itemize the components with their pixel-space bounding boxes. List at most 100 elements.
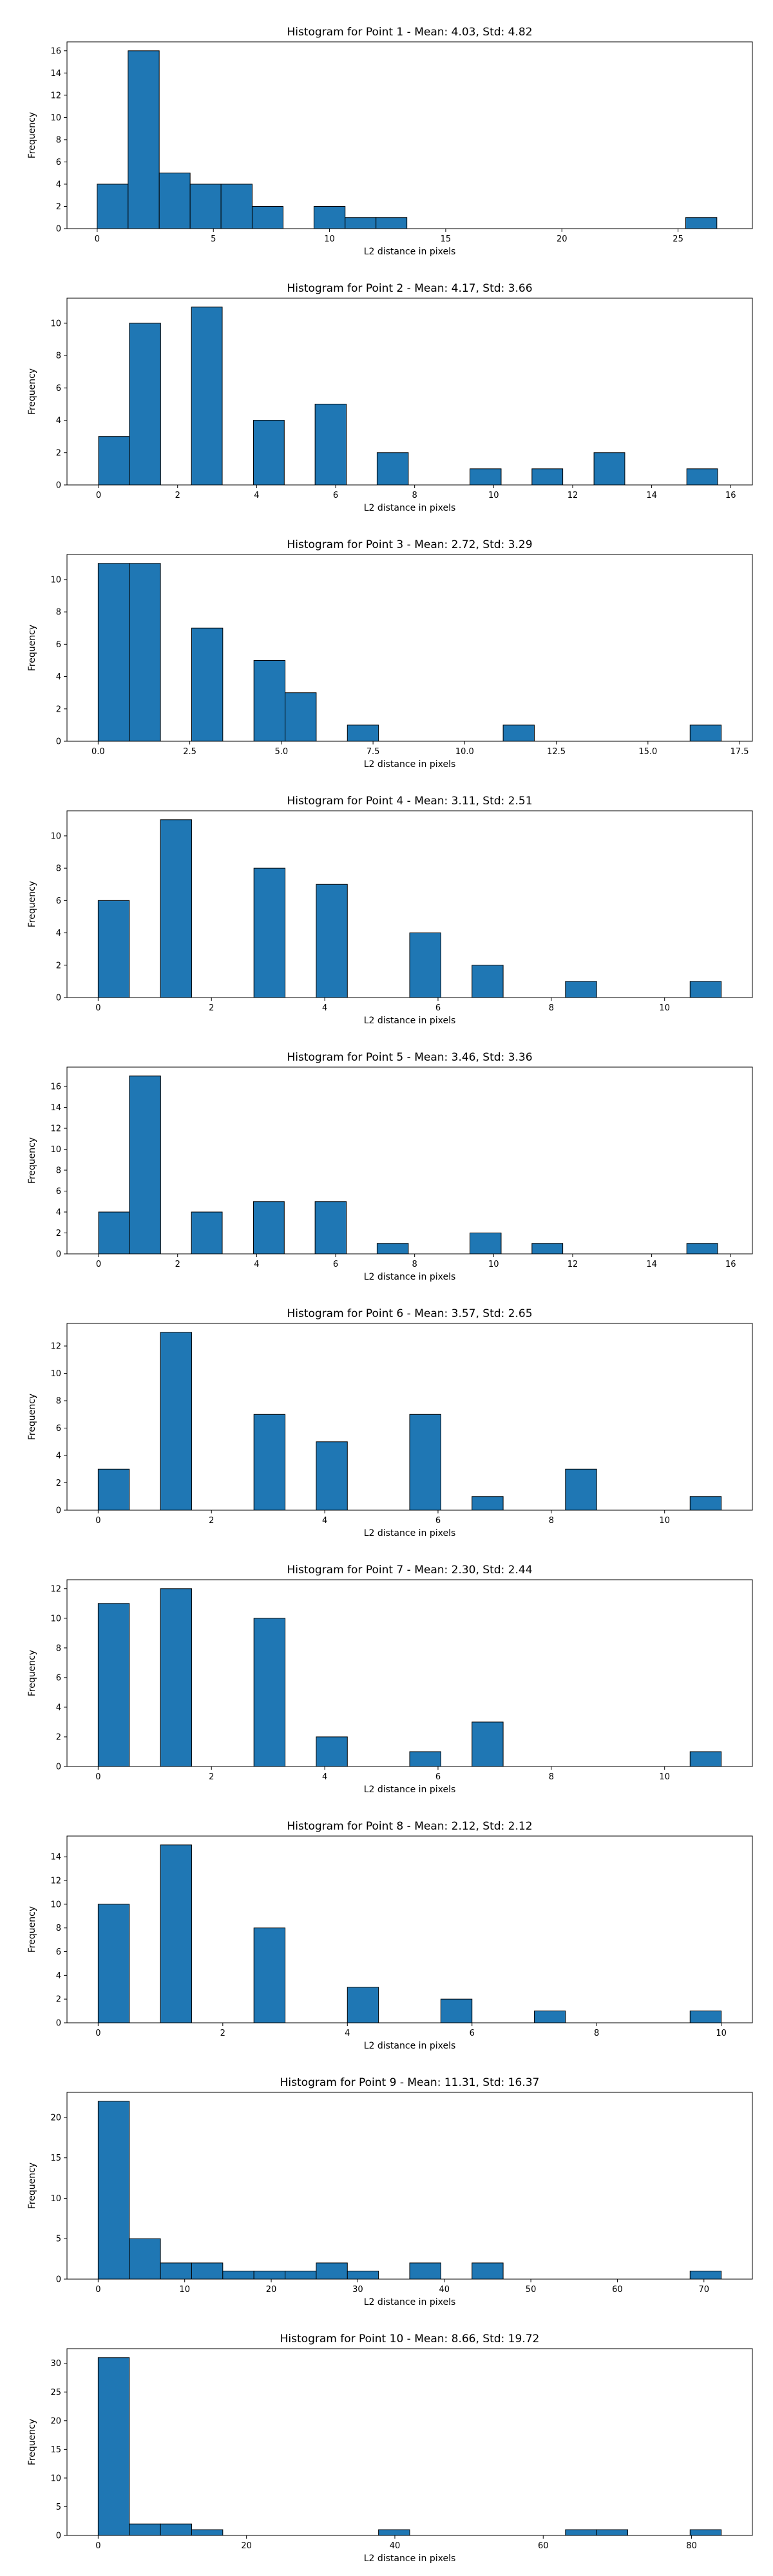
y-tick-label: 10 (50, 113, 61, 123)
y-tick-label: 0 (56, 2019, 61, 2029)
x-tick-label: 6 (435, 1772, 441, 1782)
y-tick-label: 2 (56, 1229, 61, 1238)
y-tick-label: 6 (56, 1673, 61, 1683)
x-tick-label: 10.0 (455, 747, 474, 757)
y-tick-label: 4 (56, 1971, 61, 1981)
x-tick-label: 2 (175, 1260, 180, 1269)
x-tick-label: 80 (686, 2541, 697, 2551)
x-tick-label: 6 (435, 1003, 441, 1013)
x-axis-label: L2 distance in pixels (364, 1785, 456, 1795)
x-tick-label: 16 (725, 491, 736, 500)
histogram-bar (97, 563, 130, 742)
x-tick-label: 10 (659, 1516, 670, 1526)
histogram-bar (378, 2529, 410, 2536)
x-tick-label: 10 (179, 2285, 190, 2295)
y-tick-label: 20 (50, 2113, 61, 2123)
histogram-bar (689, 981, 722, 998)
x-tick-label: 2 (175, 491, 180, 500)
chart-title: Histogram for Point 5 - Mean: 3.46, Std:… (287, 1051, 532, 1064)
x-tick-label: 6 (333, 1260, 338, 1269)
x-tick-label: 20 (241, 2541, 252, 2551)
x-tick-label: 10 (488, 491, 499, 500)
histogram-bar (347, 1987, 379, 2023)
histogram-bar (316, 1441, 348, 1511)
histogram-bar (160, 2523, 192, 2536)
y-axis-label: Frequency (27, 112, 37, 158)
x-tick-label: 10 (659, 1772, 670, 1782)
y-tick-label: 10 (50, 1369, 61, 1379)
histogram-bar (129, 323, 161, 486)
x-tick-label: 4 (322, 1772, 327, 1782)
histogram-bar (347, 2270, 379, 2280)
y-tick-label: 8 (56, 1643, 61, 1653)
x-axis-label: L2 distance in pixels (364, 2041, 456, 2051)
x-tick-label: 0 (95, 1772, 100, 1782)
y-tick-label: 10 (50, 831, 61, 841)
plot-frame (66, 298, 753, 486)
y-tick-label: 15 (50, 2445, 61, 2455)
histogram-bar (129, 563, 161, 742)
histogram-bar (470, 1233, 502, 1255)
histogram-bar (345, 217, 377, 229)
histogram-bar (472, 1721, 504, 1767)
y-tick-label: 8 (56, 1924, 61, 1933)
x-tick-label: 70 (698, 2285, 709, 2295)
x-tick-label: 16 (725, 1260, 736, 1269)
chart-title: Histogram for Point 3 - Mean: 2.72, Std:… (287, 538, 532, 551)
chart-title: Histogram for Point 10 - Mean: 8.66, Std… (280, 2333, 540, 2345)
y-tick-label: 4 (56, 1703, 61, 1712)
histogram-bar (253, 1927, 286, 2023)
plot-frame (66, 2348, 753, 2536)
x-tick-label: 7.5 (367, 747, 380, 757)
chart-title: Histogram for Point 8 - Mean: 2.12, Std:… (287, 1820, 532, 1833)
histogram-bar (129, 2238, 161, 2280)
y-tick-label: 2 (56, 202, 61, 212)
histogram-bar (314, 403, 347, 486)
y-tick-label: 0 (56, 994, 61, 1003)
x-tick-label: 4 (254, 1260, 259, 1269)
histogram-bar (97, 900, 130, 998)
x-axis-label: L2 distance in pixels (364, 503, 456, 513)
x-tick-label: 8 (549, 1516, 554, 1526)
histogram-bar (689, 724, 722, 742)
x-tick-label: 20 (266, 2285, 277, 2295)
y-tick-label: 14 (50, 69, 61, 79)
x-tick-label: 2 (209, 1003, 214, 1013)
y-tick-label: 6 (56, 1424, 61, 1434)
y-tick-label: 16 (50, 46, 61, 56)
histogram-bar (347, 724, 379, 742)
histogram-bar (253, 1618, 286, 1767)
x-tick-label: 12 (568, 491, 578, 500)
histogram-bar (376, 217, 408, 229)
x-tick-label: 50 (526, 2285, 537, 2295)
histogram-bar (376, 1243, 409, 1255)
histogram-bar (222, 2270, 254, 2280)
x-tick-label: 0 (95, 2285, 100, 2295)
x-tick-label: 10 (716, 2029, 727, 2038)
y-tick-label: 5 (56, 2503, 61, 2512)
histogram-bar (409, 1751, 441, 1767)
y-tick-label: 10 (50, 1900, 61, 1909)
x-tick-label: 60 (612, 2285, 623, 2295)
x-tick-label: 4 (322, 1516, 327, 1526)
y-tick-label: 4 (56, 180, 61, 189)
x-tick-label: 40 (439, 2285, 450, 2295)
histogram-bar (409, 1414, 441, 1511)
chart-title: Histogram for Point 6 - Mean: 3.57, Std:… (287, 1307, 532, 1320)
y-tick-label: 6 (56, 1187, 61, 1197)
x-tick-label: 4 (322, 1003, 327, 1013)
chart-title: Histogram for Point 7 - Mean: 2.30, Std:… (287, 1564, 532, 1577)
histogram-bar (253, 1201, 285, 1255)
x-tick-label: 2 (209, 1772, 214, 1782)
y-tick-label: 8 (56, 1397, 61, 1406)
x-tick-label: 8 (412, 1260, 417, 1269)
histogram-bar (98, 1211, 130, 1255)
x-axis-label: L2 distance in pixels (364, 247, 456, 257)
histogram-panel-6: Histogram for Point 6 - Mean: 3.57, Std:… (27, 1307, 753, 1539)
y-tick-label: 16 (50, 1083, 61, 1092)
histogram-bar (253, 659, 286, 742)
histogram-bar (160, 1588, 192, 1767)
y-axis-label: Frequency (27, 1650, 37, 1696)
x-tick-label: 5 (211, 234, 216, 244)
